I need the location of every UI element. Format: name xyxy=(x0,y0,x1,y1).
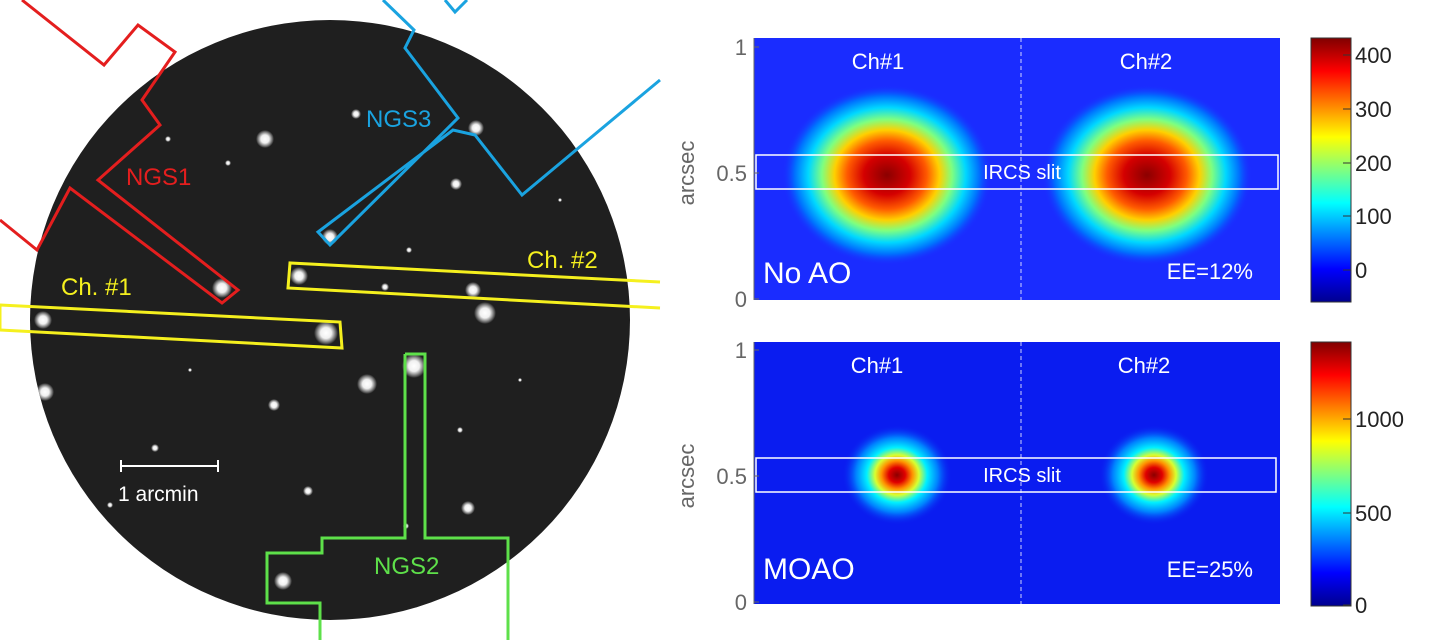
star-26 xyxy=(188,368,192,372)
ircs-slit-label-moao: IRCS slit xyxy=(983,465,1061,487)
star-14 xyxy=(151,444,159,452)
psf-blob-ch1-moao xyxy=(842,425,952,525)
mode-label-moao: MOAO xyxy=(763,553,855,586)
ngs2-probe-arm-left xyxy=(265,354,407,640)
ircs-slit-label-no-ao: IRCS slit xyxy=(983,162,1061,184)
star-23 xyxy=(107,502,113,508)
ngs1-label: NGS1 xyxy=(126,164,191,191)
mode-label-no-ao: No AO xyxy=(763,257,851,290)
star-17 xyxy=(274,572,292,590)
colorbar-tick-label: 500 xyxy=(1355,501,1392,526)
star-21 xyxy=(406,247,412,253)
star-1 xyxy=(468,120,484,136)
psf-panel-moao: IRCS slit Ch#1 Ch#2 MOAO EE=25% 1 0.5 0 … xyxy=(674,338,1404,618)
colorbar-tick-label: 100 xyxy=(1355,204,1392,229)
ch2-label-moao: Ch#2 xyxy=(1118,353,1171,378)
ytick-0-moao: 0 xyxy=(735,590,747,615)
star-15 xyxy=(461,501,475,515)
ytick-0-no-ao: 0 xyxy=(735,287,747,312)
ngs1-probe-arm xyxy=(0,0,241,305)
psf-blob-ch2-no-ao xyxy=(1042,85,1252,265)
psf-blob-ch1-no-ao xyxy=(782,85,992,265)
star-27 xyxy=(558,198,562,202)
star-25 xyxy=(457,427,463,433)
sky-field-panel: NGS1 NGS3 NGS2 Ch. #1 Ch. #2 1 arcmin xyxy=(0,0,661,640)
ircs-slit-box-no-ao xyxy=(755,154,1279,190)
ngs2-probe-arm xyxy=(405,352,510,640)
star-13 xyxy=(268,399,280,411)
scale-bar-label: 1 arcmin xyxy=(118,483,199,506)
star-20 xyxy=(165,136,171,142)
y-axis-label-no-ao: arcsec xyxy=(674,141,699,206)
ch1-label-moao: Ch#1 xyxy=(851,353,904,378)
star-11 xyxy=(357,374,377,394)
ytick-1-moao: 1 xyxy=(735,338,747,363)
ngs3-probe-arm-top xyxy=(443,0,469,15)
scale-bar: 1 arcmin xyxy=(118,460,219,506)
star-8 xyxy=(465,282,481,298)
star-19 xyxy=(225,160,231,166)
ngs3-probe-arm xyxy=(315,0,661,248)
colorbar-tick-label: 300 xyxy=(1355,97,1392,122)
ngs3-label: NGS3 xyxy=(366,106,431,133)
star-28 xyxy=(518,378,522,382)
y-axis-no-ao xyxy=(753,38,759,300)
star-5 xyxy=(290,267,308,285)
star-10 xyxy=(402,354,426,378)
star-22 xyxy=(381,283,389,291)
colorbar-tick-label: 0 xyxy=(1355,593,1367,618)
ch2-label: Ch. #2 xyxy=(527,247,598,274)
colorbar-moao xyxy=(1310,341,1352,607)
colorbar-no-ao xyxy=(1310,37,1352,303)
star-6 xyxy=(34,311,52,329)
y-axis-label-moao: arcsec xyxy=(674,444,699,509)
ee-label-no-ao: EE=12% xyxy=(1167,259,1253,284)
colorbar-tick-label: 1000 xyxy=(1355,407,1404,432)
psf-blob-ch2-moao xyxy=(1099,425,1209,525)
ytick-0.5-no-ao: 0.5 xyxy=(716,161,747,186)
star-18 xyxy=(351,109,361,119)
ch2-slit-box xyxy=(286,261,661,310)
colorbar-ticks-moao: 1000 500 0 xyxy=(1343,407,1404,618)
ircs-slit-box-moao xyxy=(755,457,1277,493)
colorbar-tick-label: 200 xyxy=(1355,151,1392,176)
ytick-0.5-moao: 0.5 xyxy=(716,464,747,489)
ch1-label-no-ao: Ch#1 xyxy=(852,49,905,74)
star-field xyxy=(34,109,562,590)
y-axis-moao xyxy=(753,342,759,604)
colorbar-tick-label: 0 xyxy=(1355,258,1367,283)
ytick-1-no-ao: 1 xyxy=(735,35,747,60)
ch1-slit-box xyxy=(0,303,344,350)
colorbar-tick-label: 400 xyxy=(1355,43,1392,68)
ch2-label-no-ao: Ch#2 xyxy=(1120,49,1173,74)
ch1-label: Ch. #1 xyxy=(61,274,132,301)
psf-panel-no-ao: IRCS slit Ch#1 Ch#2 No AO EE=12% 1 0.5 0… xyxy=(674,35,1392,312)
star-12 xyxy=(36,383,54,401)
star-16 xyxy=(303,486,313,496)
star-2 xyxy=(450,178,462,190)
star-0 xyxy=(256,130,274,148)
ngs2-label: NGS2 xyxy=(374,553,439,580)
star-9 xyxy=(474,302,496,324)
colorbar-ticks-no-ao: 400 300 200 100 0 xyxy=(1343,43,1392,283)
star-4 xyxy=(212,278,232,298)
ee-label-moao: EE=25% xyxy=(1167,557,1253,582)
star-7 xyxy=(314,321,338,345)
